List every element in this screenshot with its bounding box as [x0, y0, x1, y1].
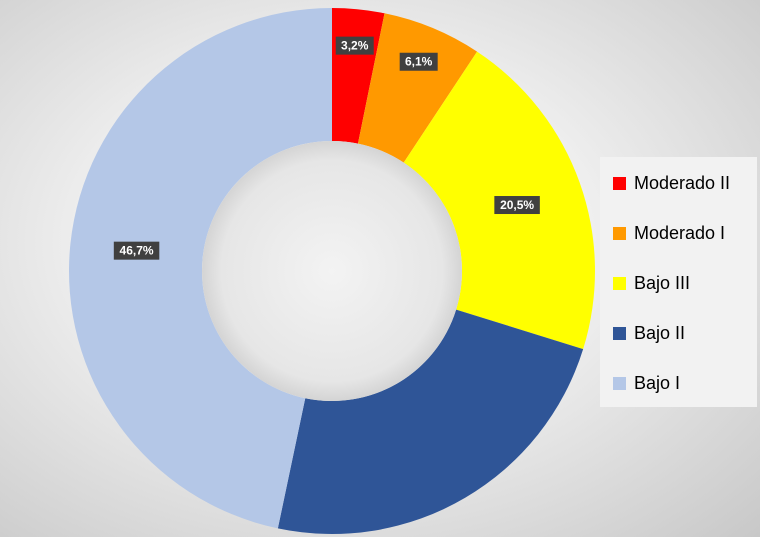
data-label: 3,2%	[335, 36, 374, 55]
legend-item: Bajo III	[613, 271, 757, 321]
legend-item: Moderado II	[613, 171, 757, 221]
legend-label: Bajo I	[634, 373, 681, 393]
data-label-text: 6,1%	[405, 55, 433, 69]
chart-legend: Moderado II Moderado I Bajo III Bajo II …	[600, 157, 757, 407]
data-label-box	[399, 52, 438, 71]
donut-slice-bajo-ii	[277, 309, 584, 534]
data-label-box	[113, 241, 160, 260]
legend-swatch	[613, 177, 626, 190]
legend-label: Moderado I	[634, 223, 726, 243]
legend-swatch	[613, 377, 626, 390]
data-label-text: 20,5%	[500, 198, 534, 212]
donut-slice-bajo-i	[69, 8, 332, 529]
donut-hole	[202, 141, 462, 401]
data-label: 20,5%	[494, 196, 540, 215]
data-label: 46,7%	[113, 241, 160, 260]
legend-swatch	[613, 227, 626, 240]
data-label: 6,1%	[399, 52, 438, 71]
data-label-box	[494, 196, 540, 215]
legend-swatch	[613, 327, 626, 340]
data-label-text: 3,2%	[341, 39, 369, 53]
legend-swatch	[613, 277, 626, 290]
legend-item: Bajo I	[613, 371, 757, 421]
donut-slice-moderado-i	[357, 13, 478, 163]
legend-label: Moderado II	[634, 173, 731, 193]
data-label-box	[335, 36, 374, 55]
legend-label: Bajo III	[634, 273, 691, 293]
data-label-text: 46,7%	[120, 244, 154, 258]
legend-item: Moderado I	[613, 221, 757, 271]
legend-label: Bajo II	[634, 323, 686, 343]
legend-item: Bajo II	[613, 321, 757, 371]
